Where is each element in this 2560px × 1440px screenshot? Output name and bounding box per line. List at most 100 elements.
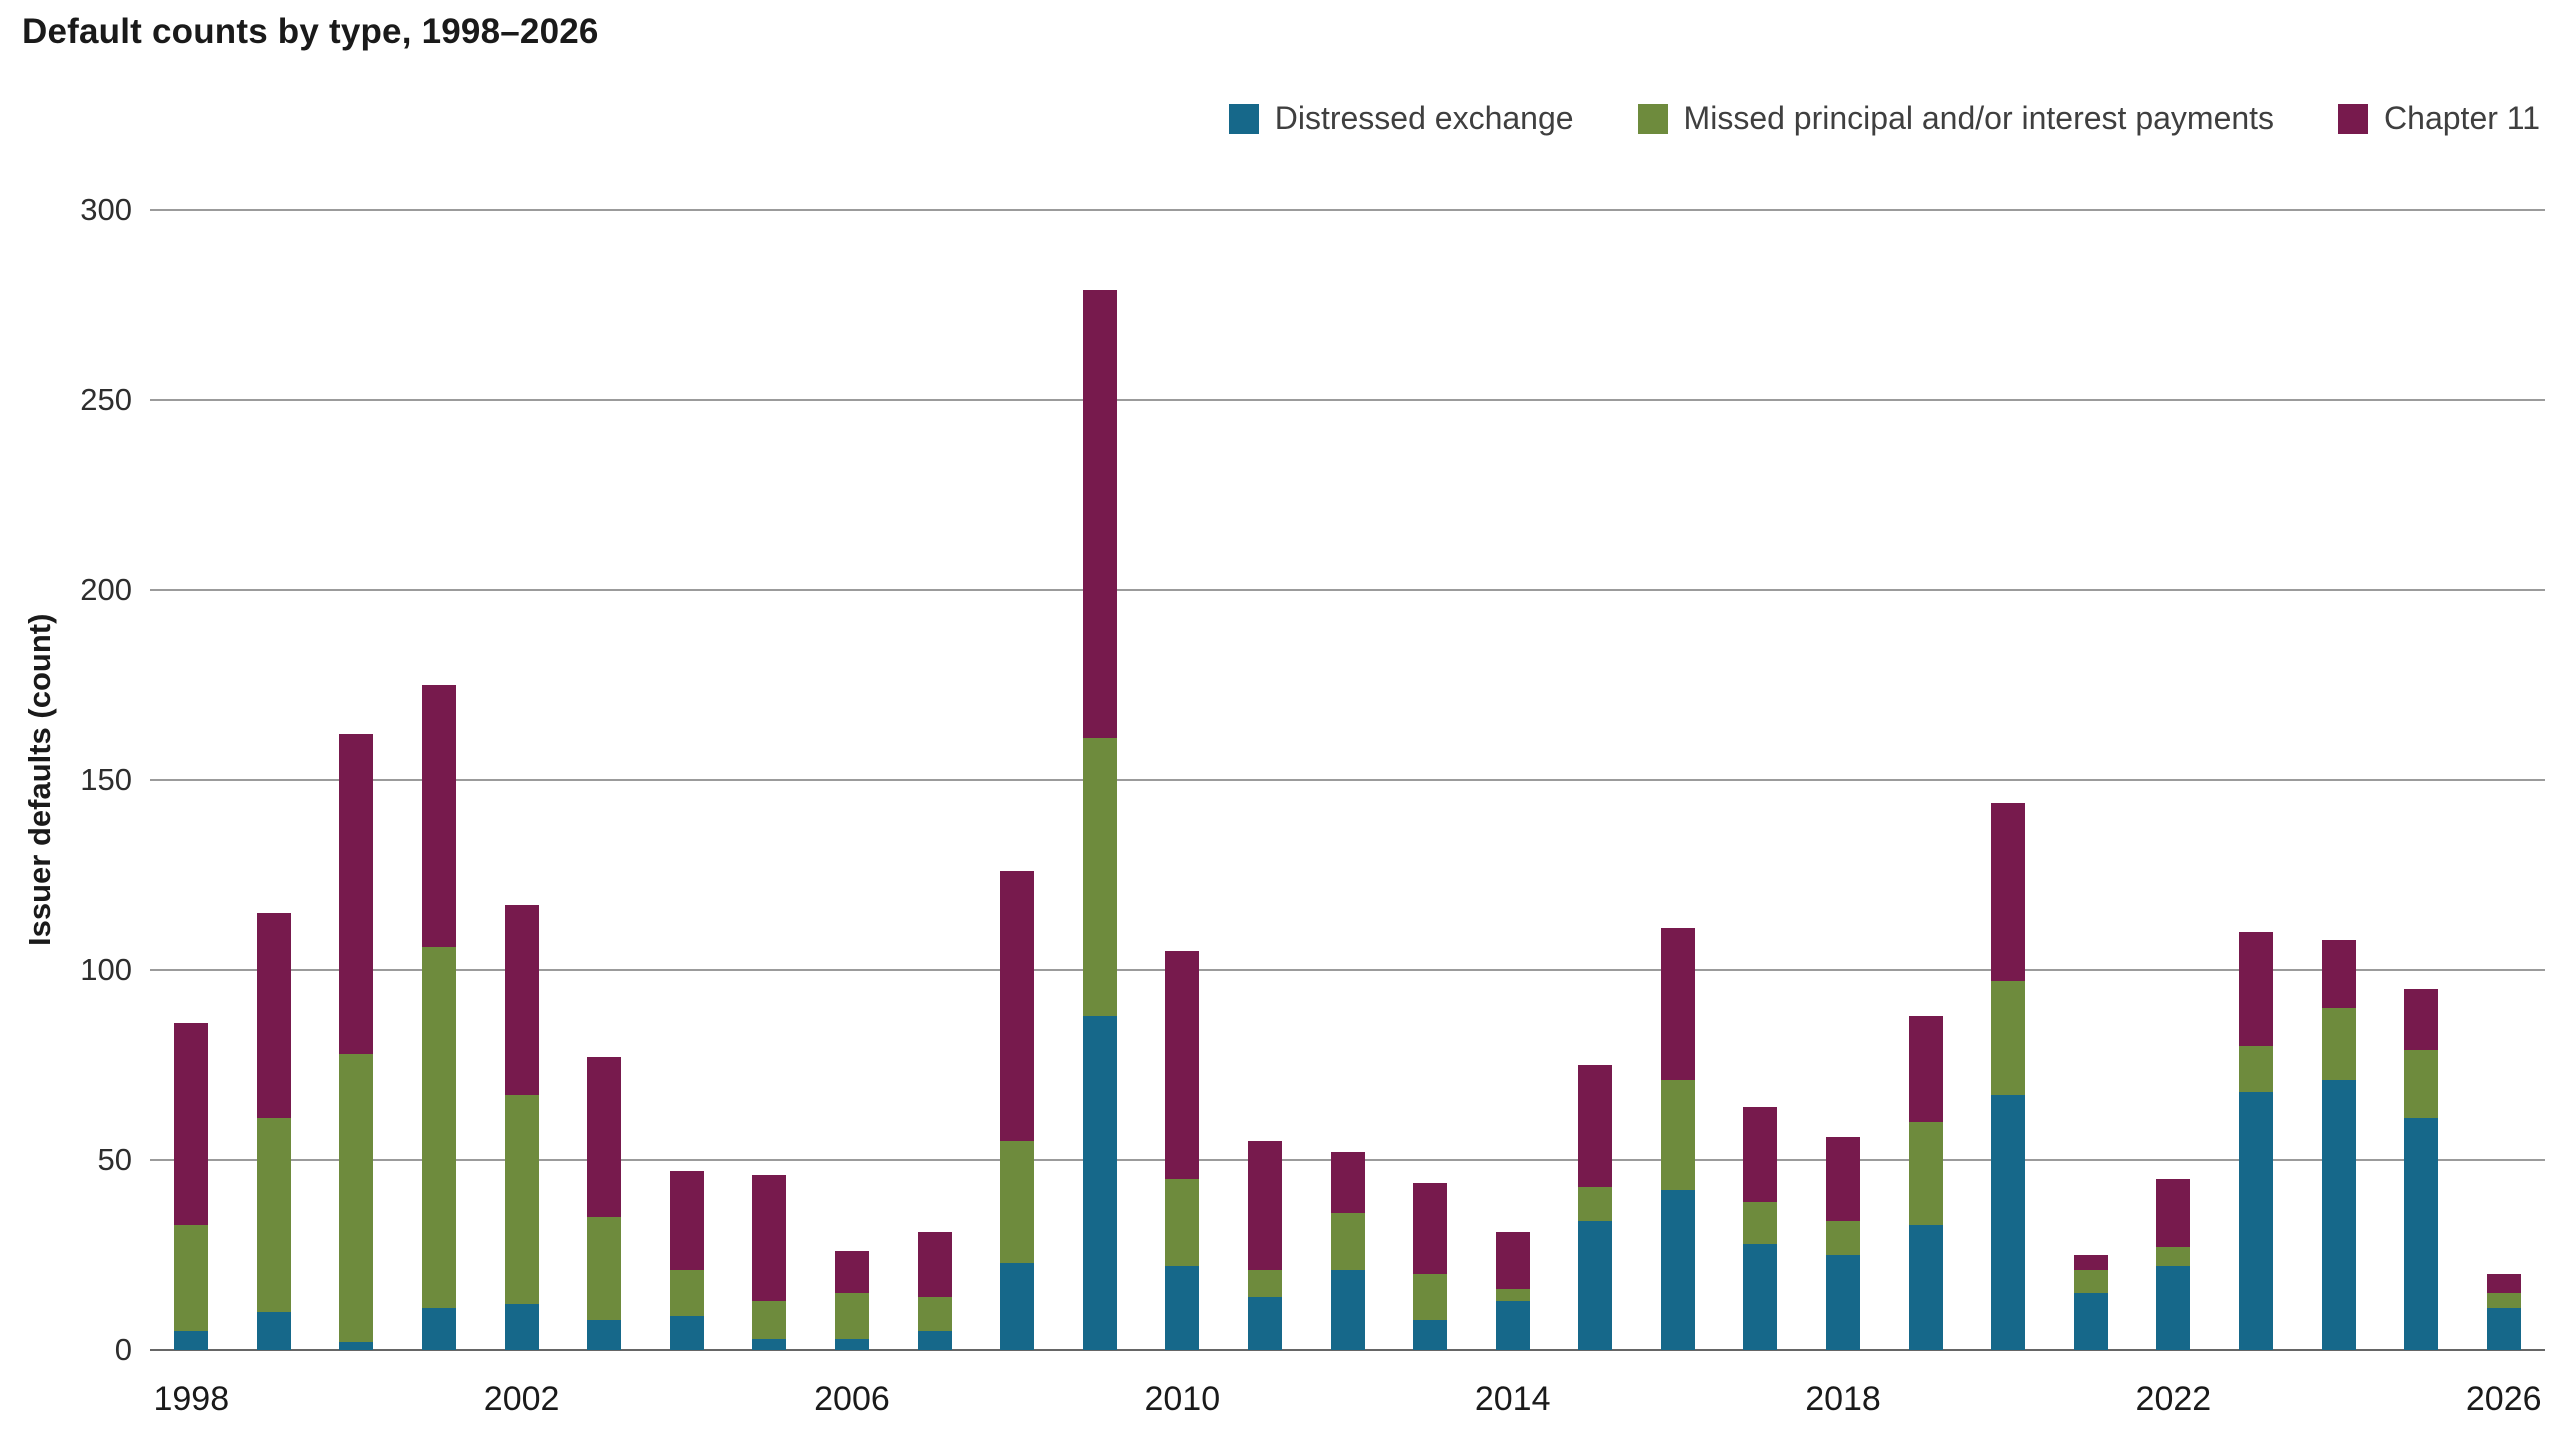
bar-segment — [1330, 1152, 1365, 1214]
legend-swatch-icon — [2338, 103, 2369, 134]
bar-segment — [1413, 1274, 1448, 1320]
bar-segment — [339, 1342, 374, 1350]
bar-segment — [2486, 1293, 2521, 1309]
bar-1998 — [174, 210, 209, 1350]
bar-segment — [1826, 1137, 1861, 1221]
legend-label: Chapter 11 — [2384, 100, 2540, 136]
legend-swatch-icon — [1228, 103, 1259, 134]
bar-2021 — [2073, 210, 2108, 1350]
x-tick-label-2002: 2002 — [483, 1380, 560, 1418]
bar-segment — [1826, 1255, 1861, 1350]
bar-segment — [1908, 1122, 1943, 1225]
y-tick-label-150: 150 — [80, 762, 132, 797]
gridline-0 — [150, 1349, 2545, 1351]
bar-segment — [1660, 928, 1695, 1081]
bar-2024 — [2321, 210, 2356, 1350]
bar-2023 — [2238, 210, 2273, 1350]
bar-segment — [2404, 989, 2439, 1050]
bar-segment — [1660, 1190, 1695, 1350]
gridline-200 — [150, 589, 2545, 591]
bar-2018 — [1826, 210, 1861, 1350]
bar-segment — [1165, 1266, 1200, 1350]
bar-segment — [2156, 1179, 2191, 1248]
bar-segment — [2238, 1046, 2273, 1092]
y-axis-ticks: 0 50 100 150 200 250 300 — [0, 192, 132, 1367]
bar-segment — [1495, 1289, 1530, 1301]
bar-segment — [1991, 981, 2026, 1096]
bar-segment — [752, 1175, 787, 1301]
bar-segment — [2238, 932, 2273, 1047]
x-tick-label-2018: 2018 — [1805, 1380, 1881, 1418]
x-axis-labels: 1998 2002 2006 2010 2014 2018 2022 2026 — [150, 1380, 2545, 1434]
bar-segment — [504, 905, 539, 1096]
bar-segment — [1082, 289, 1117, 739]
plot-area — [150, 209, 2545, 1351]
bar-1999 — [256, 210, 291, 1350]
bar-segment — [2156, 1247, 2191, 1267]
bar-segment — [2321, 939, 2356, 1009]
bar-segment — [1082, 1015, 1117, 1350]
bar-segment — [2486, 1274, 2521, 1294]
bar-segment — [2073, 1293, 2108, 1350]
bar-2004 — [669, 210, 704, 1350]
x-tick-label-1998: 1998 — [153, 1380, 230, 1418]
bar-segment — [422, 685, 457, 948]
bar-segment — [1000, 871, 1035, 1142]
bar-2016 — [1660, 210, 1695, 1350]
gridline-300 — [150, 209, 2545, 211]
bar-segment — [1495, 1232, 1530, 1290]
bar-segment — [1247, 1270, 1282, 1297]
bar-segment — [256, 1312, 291, 1350]
bar-segment — [2486, 1308, 2521, 1350]
bar-segment — [2321, 1080, 2356, 1350]
bar-2015 — [1578, 210, 1613, 1350]
y-tick-label-0: 0 — [114, 1332, 132, 1367]
bar-segment — [587, 1319, 622, 1350]
bar-segment — [174, 1224, 209, 1331]
y-tick-label-100: 100 — [80, 952, 132, 987]
y-tick-label-50: 50 — [97, 1142, 132, 1177]
bar-segment — [174, 1023, 209, 1225]
bar-2003 — [587, 210, 622, 1350]
bar-2017 — [1743, 210, 1778, 1350]
x-tick-label-2010: 2010 — [1144, 1380, 1221, 1418]
bar-segment — [422, 1308, 457, 1350]
bar-segment — [1165, 1179, 1200, 1267]
x-tick-label-2006: 2006 — [814, 1380, 890, 1418]
bar-2000 — [339, 210, 374, 1350]
bar-2026 — [2486, 210, 2521, 1350]
bar-2006 — [834, 210, 869, 1350]
bar-segment — [2321, 1008, 2356, 1081]
bar-segment — [752, 1300, 787, 1339]
gridline-150 — [150, 779, 2545, 781]
bar-2001 — [422, 210, 457, 1350]
bar-segment — [1826, 1220, 1861, 1255]
bar-segment — [587, 1057, 622, 1218]
bar-segment — [2404, 1049, 2439, 1119]
bar-segment — [1082, 738, 1117, 1016]
bar-segment — [2073, 1255, 2108, 1271]
bar-2009 — [1082, 210, 1117, 1350]
bar-2019 — [1908, 210, 1943, 1350]
bar-segment — [1578, 1065, 1613, 1187]
bar-2007 — [917, 210, 952, 1350]
bar-segment — [834, 1293, 869, 1339]
bar-segment — [1413, 1182, 1448, 1275]
bar-segment — [1743, 1201, 1778, 1244]
legend-item-1: Missed principal and/or interest payment… — [1637, 100, 2275, 137]
bar-segment — [917, 1296, 952, 1331]
bar-segment — [1000, 1262, 1035, 1350]
bar-segment — [1330, 1270, 1365, 1350]
legend-label: Missed principal and/or interest payment… — [1683, 100, 2275, 136]
legend-item-2: Chapter 11 — [2338, 100, 2540, 137]
bar-segment — [669, 1270, 704, 1316]
bar-segment — [1495, 1300, 1530, 1350]
legend-item-0: Distressed exchange — [1228, 100, 1574, 137]
bar-segment — [256, 913, 291, 1119]
bar-segment — [834, 1251, 869, 1294]
y-tick-label-200: 200 — [80, 572, 132, 607]
legend-swatch-icon — [1637, 103, 1668, 134]
bar-segment — [1743, 1243, 1778, 1350]
bar-segment — [669, 1315, 704, 1350]
x-tick-label-2014: 2014 — [1474, 1380, 1551, 1418]
